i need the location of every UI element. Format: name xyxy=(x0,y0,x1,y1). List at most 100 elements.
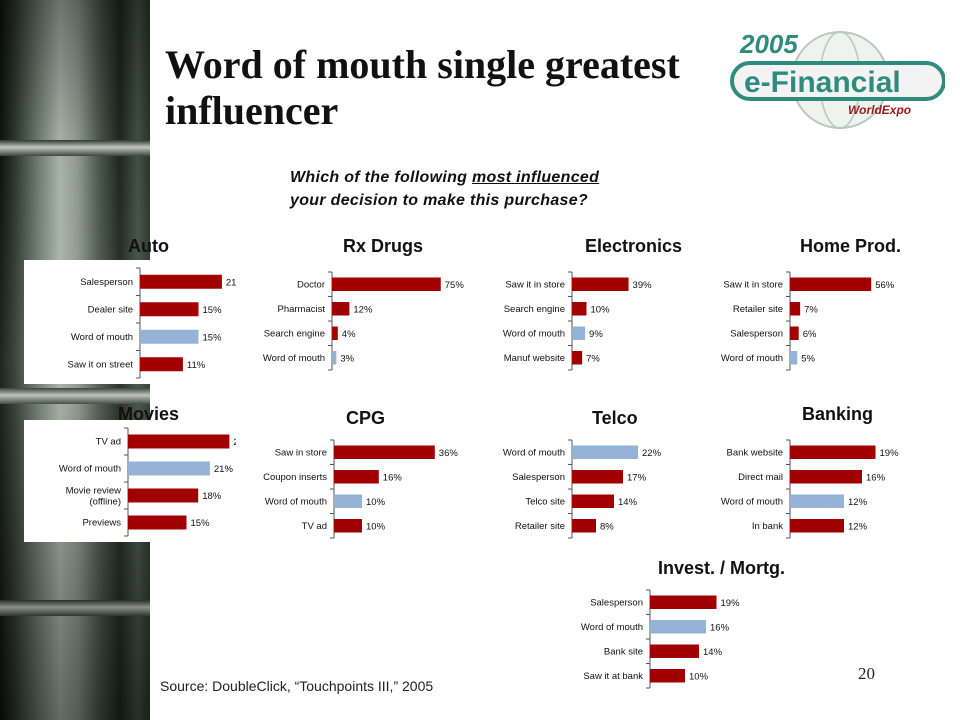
bar-chart: Saw it in store 39% Search engine 10% Word o… xyxy=(503,271,653,371)
value-label: 6% xyxy=(803,329,817,340)
chart-panel: TV ad 26% Word of mouth 21% Movie review(off… xyxy=(24,420,236,542)
category-label: Saw it on street xyxy=(68,359,134,370)
value-label: 10% xyxy=(591,304,611,315)
survey-question: Which of the following most influenced y… xyxy=(290,166,599,212)
bar xyxy=(650,669,685,683)
question-emphasis: most influenced xyxy=(471,169,600,186)
chart-panel: Word of mouth 22% Salesperson 17% Telco site… xyxy=(480,432,702,544)
category-label: Search engine xyxy=(264,328,325,339)
e-financial-logo: 2005 e-Financial WorldExpo xyxy=(730,25,945,135)
value-label: 19% xyxy=(880,448,900,459)
bar-chart: Salesperson 21% Dealer site 15% Word of mout… xyxy=(68,267,236,379)
category-label: Retailer site xyxy=(515,521,565,532)
bar-chart: Saw in store 36% Coupon inserts 16% Word of … xyxy=(263,439,459,539)
chart-panel: Saw in store 36% Coupon inserts 16% Word of … xyxy=(240,432,470,544)
chart-title: Telco xyxy=(592,408,638,428)
value-label: 10% xyxy=(366,497,386,508)
bar-chart: Saw it in store 56% Retailer site 7% Salespe… xyxy=(721,271,895,371)
bar xyxy=(128,434,230,449)
category-label: Doctor xyxy=(297,279,325,290)
value-label: 56% xyxy=(875,280,895,291)
value-label: 15% xyxy=(191,518,211,529)
bar xyxy=(334,494,362,508)
category-label: Manuf website xyxy=(504,353,565,364)
value-label: 12% xyxy=(848,521,868,532)
category-label: Word of mouth xyxy=(265,496,327,507)
value-label: 17% xyxy=(627,472,647,483)
value-label: 22% xyxy=(642,448,662,459)
bar xyxy=(790,302,801,316)
chart-panel: Doctor 75% Pharmacist 12% Search engine 4% Wor… xyxy=(240,264,468,376)
bar xyxy=(572,494,614,508)
category-label: Word of mouth xyxy=(59,464,121,475)
bar xyxy=(790,277,872,291)
chart-panel: Salesperson 21% Dealer site 15% Word of mout… xyxy=(24,260,236,384)
value-label: 26% xyxy=(233,437,236,448)
value-label: 36% xyxy=(439,448,459,459)
bar xyxy=(332,277,441,291)
chart-panel: Saw it in store 56% Retailer site 7% Salespe… xyxy=(698,264,914,376)
bar xyxy=(128,488,199,503)
chart-title: Home Prod. xyxy=(800,236,902,256)
bar xyxy=(790,445,876,459)
category-label: Retailer site xyxy=(733,304,783,315)
chart-title: CPG xyxy=(346,408,386,428)
bar xyxy=(572,470,623,484)
bar-chart: Bank website 19% Direct mail 16% Word of mou… xyxy=(721,439,900,539)
bar xyxy=(790,351,798,365)
value-label: 39% xyxy=(633,280,653,291)
category-label: Salesperson xyxy=(590,597,643,608)
bar-chart: TV ad 26% Word of mouth 21% Movie review(off… xyxy=(59,427,236,537)
bar-chart: Salesperson 19% Word of mouth 16% Bank site 1… xyxy=(581,589,740,689)
bar xyxy=(572,519,596,533)
bar-chart: Doctor 75% Pharmacist 12% Search engine 4% Wor… xyxy=(263,271,464,371)
bar xyxy=(790,326,799,340)
value-label: 5% xyxy=(801,353,815,364)
category-label: Saw in store xyxy=(275,447,327,458)
value-label: 7% xyxy=(586,353,600,364)
bar xyxy=(572,302,587,316)
category-label: Coupon inserts xyxy=(263,472,327,483)
category-label: Word of mouth xyxy=(503,328,565,339)
source-note: Source: DoubleClick, “Touchpoints III,” … xyxy=(160,678,434,694)
bar xyxy=(334,519,362,533)
value-label: 16% xyxy=(710,622,730,633)
value-label: 11% xyxy=(187,360,206,371)
bar xyxy=(332,351,337,365)
question-post: your decision to make this purchase? xyxy=(290,192,588,209)
category-label: Saw it in store xyxy=(723,279,783,290)
category-label: Bank website xyxy=(726,447,783,458)
value-label: 12% xyxy=(353,304,373,315)
value-label: 14% xyxy=(618,497,638,508)
bar xyxy=(650,620,706,634)
question-pre: Which of the following xyxy=(290,169,472,186)
category-label: Movie review (offline) xyxy=(66,486,122,508)
logo-sub: WorldExpo xyxy=(848,103,911,117)
value-label: 15% xyxy=(203,332,223,343)
value-label: 15% xyxy=(203,305,223,316)
bar xyxy=(332,326,338,340)
category-label: Search engine xyxy=(504,304,565,315)
page-number: 20 xyxy=(858,664,875,683)
bar xyxy=(572,445,638,459)
bar xyxy=(572,351,583,365)
value-label: 21% xyxy=(226,277,236,288)
category-label: Salesperson xyxy=(80,277,133,288)
value-label: 10% xyxy=(689,671,709,682)
category-label: TV ad xyxy=(302,521,327,532)
value-label: 7% xyxy=(804,304,818,315)
category-label: Bank site xyxy=(604,646,643,657)
chart-panel: Saw it in store 39% Search engine 10% Word o… xyxy=(480,264,700,376)
bar xyxy=(128,515,187,530)
bar xyxy=(128,461,210,476)
category-label: Word of mouth xyxy=(263,353,325,364)
chart-panel: Bank website 19% Direct mail 16% Word of mou… xyxy=(698,432,914,544)
category-label: Word of mouth xyxy=(503,447,565,458)
chart-title: Movies xyxy=(118,404,180,424)
chart-panel: Salesperson 19% Word of mouth 16% Bank site 1… xyxy=(558,582,780,694)
slide-title: Word of mouth single greatest influencer xyxy=(165,42,680,133)
bar xyxy=(334,445,435,459)
chart-title: Banking xyxy=(802,404,874,424)
bar xyxy=(140,274,222,289)
category-label: Telco site xyxy=(525,496,565,507)
